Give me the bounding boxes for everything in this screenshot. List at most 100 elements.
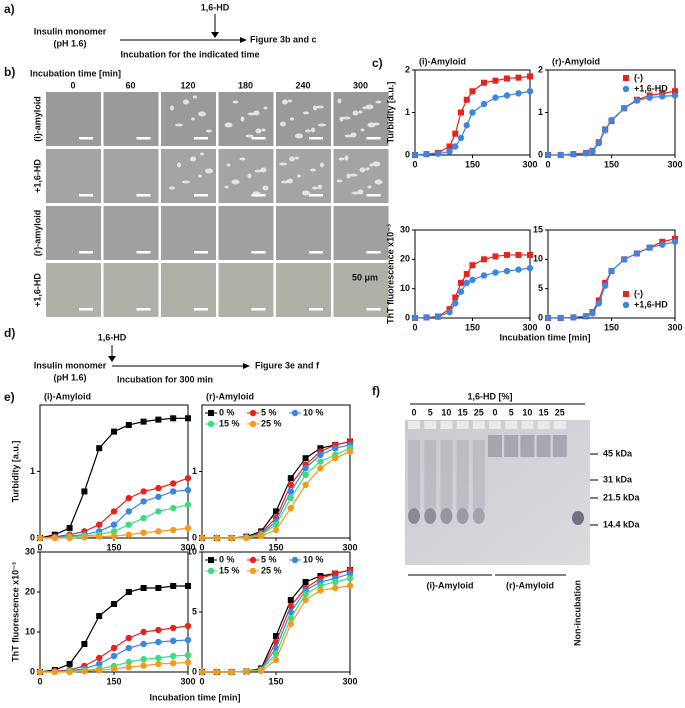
smear: [408, 440, 420, 510]
aggregate: [183, 99, 189, 105]
point: [446, 143, 453, 150]
plot-frame: [414, 229, 531, 319]
additive: 1,6-HD: [98, 332, 127, 342]
scale-bar: [194, 137, 208, 140]
micrographs: 0 60 120 180 240 300 (i)-amyloid +1,6-HD (r)-amy…: [32, 80, 389, 317]
point: [287, 608, 294, 616]
scale-bar: [194, 194, 208, 197]
point: [228, 668, 235, 676]
point: [228, 534, 235, 542]
point: [515, 266, 522, 273]
scale-bar: [366, 308, 381, 311]
legend-label: 10 %: [303, 407, 324, 417]
point: [633, 97, 641, 104]
legend-swatch: [623, 291, 629, 297]
point: [170, 660, 177, 667]
legend-label: 0 %: [219, 554, 235, 564]
lane-label: 0: [411, 407, 416, 417]
legend-label: 10 %: [303, 554, 324, 564]
series-line: [548, 94, 676, 156]
band: [536, 435, 551, 457]
x-tick-label: 150: [604, 159, 619, 169]
y-tick-label: 1: [538, 107, 543, 117]
point: [332, 455, 339, 462]
band: [488, 435, 502, 457]
point: [125, 634, 132, 642]
time-label: 0: [70, 80, 75, 90]
y-tick-label: 0: [30, 666, 35, 676]
point: [527, 251, 533, 258]
point: [184, 636, 192, 644]
aggregate: [369, 163, 374, 167]
point: [589, 310, 596, 317]
well: [537, 421, 550, 429]
point: [515, 251, 522, 258]
group-label: Non-incubation: [572, 580, 582, 646]
x-tick-label: 150: [268, 542, 283, 552]
point: [492, 253, 499, 260]
point: [170, 637, 177, 644]
point: [557, 151, 564, 159]
lane-label: 5: [428, 407, 433, 417]
lane-label: 25: [555, 407, 565, 417]
legend-swatch: [623, 75, 629, 81]
well: [521, 421, 534, 429]
point: [659, 93, 666, 100]
point: [96, 654, 103, 662]
point: [155, 508, 162, 515]
point: [527, 73, 533, 80]
aggregate: [295, 133, 303, 139]
target: Figure 3b and c: [250, 34, 317, 44]
target: Figure 3e and f: [255, 360, 320, 370]
point: [51, 534, 58, 542]
point: [492, 269, 499, 276]
aggregate: [339, 116, 344, 122]
well: [489, 421, 501, 429]
scale-bar: [251, 137, 266, 140]
lane-label: 10: [441, 407, 451, 417]
point: [503, 92, 511, 99]
x-tick-label: 150: [465, 159, 480, 169]
aggregate: [310, 168, 316, 172]
chart-title: (i)-Amyloid: [419, 56, 466, 66]
aggregate: [205, 168, 213, 174]
point: [457, 288, 465, 295]
point: [170, 415, 177, 422]
point: [469, 109, 476, 116]
point: [452, 294, 459, 301]
step: Incubation for the indicated time: [120, 49, 259, 59]
lane-label: 10: [522, 407, 532, 417]
point: [96, 613, 103, 619]
scale-bar: [251, 308, 266, 311]
aggregate: [175, 123, 183, 127]
aggregate: [344, 134, 353, 138]
aggregate: [200, 152, 204, 156]
x-tick-label: 0: [199, 676, 204, 686]
aggregate: [169, 186, 175, 190]
chart: 0 150 300 0 5 10 15 (-)+1,6-HD: [533, 224, 683, 332]
point: [515, 74, 522, 81]
point: [302, 471, 309, 479]
point: [346, 575, 354, 582]
aggregate: [316, 105, 324, 109]
point: [287, 614, 294, 622]
point: [140, 640, 147, 648]
point: [140, 585, 147, 591]
aggregate: [279, 162, 287, 166]
point: [423, 314, 430, 321]
point: [601, 282, 609, 289]
x-tick-label: 300: [522, 159, 537, 169]
point: [96, 533, 103, 540]
chart: 0 150 300 0 1 (r)-Amyloid 0 % 5 % 10 % 15 % 25 %: [192, 391, 358, 552]
point: [170, 526, 177, 534]
arrow-head: [240, 37, 247, 43]
point: [170, 583, 177, 589]
point: [140, 656, 147, 663]
point: [287, 494, 294, 502]
point: [411, 151, 419, 159]
row-label: (i)-amyloid: [32, 96, 42, 142]
panel-label: a): [4, 2, 15, 16]
y-tick-label: 0: [405, 149, 410, 159]
point: [481, 256, 487, 263]
point: [287, 597, 294, 603]
